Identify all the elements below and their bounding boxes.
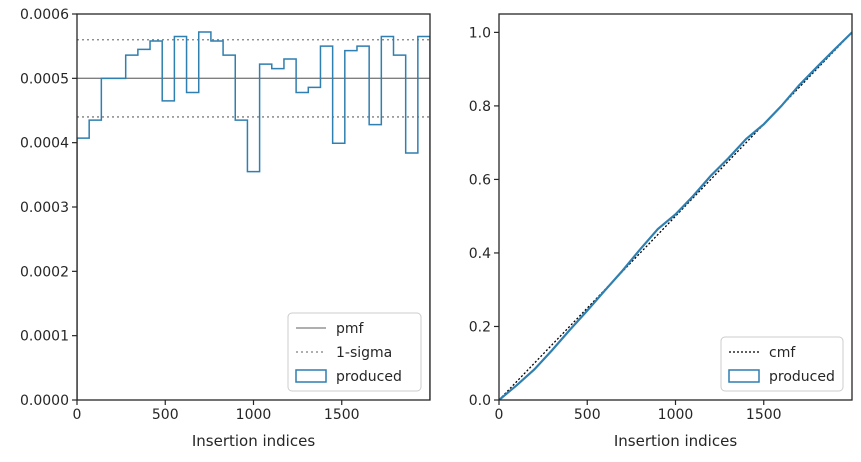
plot-area bbox=[499, 31, 852, 400]
legend: pmf 1-sigma produced bbox=[287, 312, 422, 392]
legend-label: produced bbox=[336, 369, 402, 385]
legend: cmf produced bbox=[720, 336, 844, 392]
y-tick-label: 0.0004 bbox=[20, 136, 69, 152]
x-tick-label: 1500 bbox=[746, 407, 782, 423]
y-tick-label: 0.0 bbox=[469, 393, 491, 409]
y-tick-label: 0.4 bbox=[469, 246, 491, 262]
x-axis-label: Insertion indices bbox=[192, 432, 315, 450]
x-tick-label: 1000 bbox=[658, 407, 694, 423]
produced-histogram bbox=[77, 31, 430, 400]
y-tick-label: 0.8 bbox=[469, 99, 491, 115]
x-tick-label: 1500 bbox=[324, 407, 360, 423]
x-tick-label: 0 bbox=[73, 407, 82, 423]
legend-box bbox=[720, 336, 844, 392]
y-tick-label: 0.6 bbox=[469, 172, 491, 188]
legend-label: 1-sigma bbox=[336, 345, 392, 361]
legend-label: pmf bbox=[336, 321, 365, 337]
x-tick-label: 500 bbox=[152, 407, 179, 423]
y-tick-label: 0.0005 bbox=[20, 71, 69, 87]
legend-produced-swatch bbox=[728, 369, 760, 383]
y-tick-label: 0.0003 bbox=[20, 200, 69, 216]
legend-label: produced bbox=[769, 369, 835, 385]
produced-line bbox=[499, 31, 852, 400]
y-tick-label: 0.0002 bbox=[20, 264, 69, 280]
y-tick-label: 1.0 bbox=[469, 25, 491, 41]
x-tick-label: 500 bbox=[574, 407, 601, 423]
y-tick-label: 0.0001 bbox=[20, 329, 69, 345]
y-tick-label: 0.2 bbox=[469, 319, 491, 335]
legend-produced-swatch bbox=[295, 369, 327, 383]
plot-area bbox=[77, 31, 430, 400]
x-tick-label: 0 bbox=[495, 407, 504, 423]
y-tick-label: 0.0000 bbox=[20, 393, 69, 409]
chart-2: 0 500 1000 1500 0.0 0.2 0.4 0.6 0.8 1.0 Insertion … bbox=[469, 13, 853, 450]
chart-1: 0 500 1000 1500 0.0000 0.0001 0.0002 0.0003 0.00… bbox=[20, 7, 431, 450]
x-tick-label: 1000 bbox=[236, 407, 272, 423]
x-axis-label: Insertion indices bbox=[614, 432, 737, 450]
legend-box bbox=[287, 312, 422, 392]
legend-label: cmf bbox=[769, 345, 796, 361]
y-tick-label: 0.0006 bbox=[20, 7, 69, 23]
